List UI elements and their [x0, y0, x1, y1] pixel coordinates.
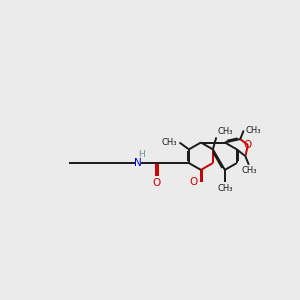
Text: CH₃: CH₃ — [241, 166, 256, 175]
Text: O: O — [152, 178, 160, 188]
Text: N: N — [134, 158, 142, 168]
Text: CH₃: CH₃ — [217, 184, 232, 193]
Text: CH₃: CH₃ — [162, 138, 177, 147]
Text: CH₃: CH₃ — [246, 126, 262, 135]
Text: H: H — [138, 150, 144, 159]
Text: O: O — [189, 177, 197, 187]
Text: CH₃: CH₃ — [218, 127, 233, 136]
Text: O: O — [244, 140, 252, 150]
